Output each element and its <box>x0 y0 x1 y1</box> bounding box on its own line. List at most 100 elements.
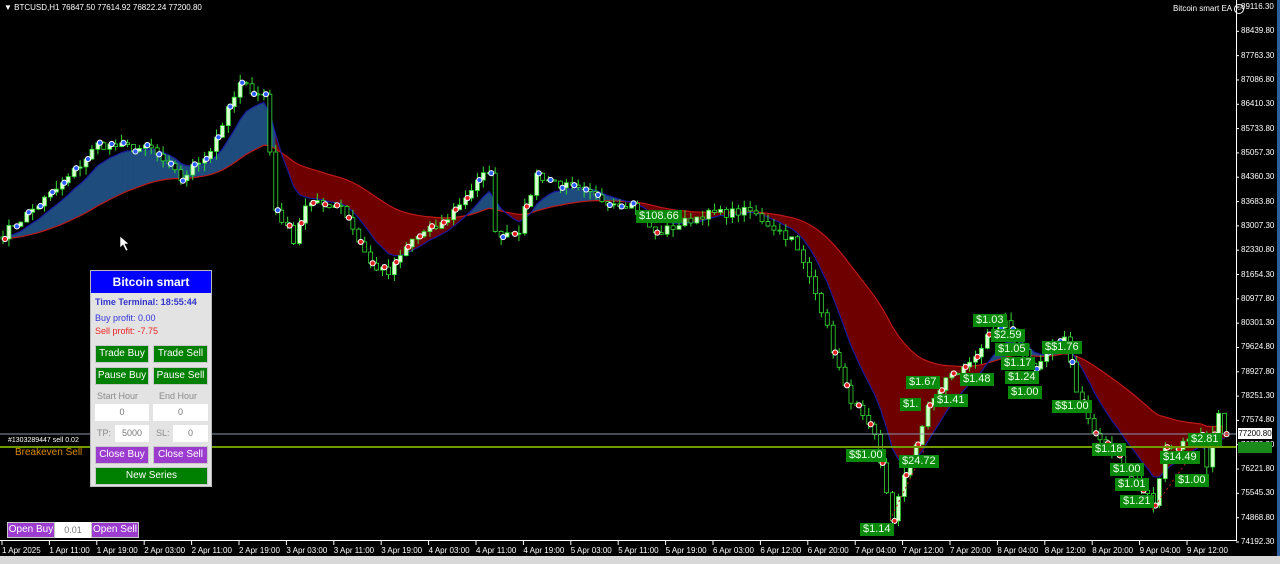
start-hour-input[interactable]: 0 <box>95 404 149 421</box>
candle <box>350 209 356 235</box>
candle <box>801 245 806 269</box>
price-tick-label: 75545.30 <box>1241 488 1275 498</box>
close-sell-button[interactable]: Close Sell <box>153 446 208 464</box>
ma-cloud-segment <box>257 101 265 149</box>
candle <box>706 208 712 227</box>
breakeven-price-tag <box>1238 442 1272 453</box>
trade-marker <box>381 264 388 271</box>
candle <box>237 74 243 104</box>
ea-indicator: Bitcoin smart EA ☺ <box>1173 4 1245 14</box>
trade-marker <box>417 233 424 240</box>
candle-body <box>1180 440 1186 450</box>
profit-label: $$1.76 <box>1042 341 1082 354</box>
candle-body <box>303 205 308 224</box>
time-tick-label: 2 Apr 03:00 <box>144 546 186 555</box>
candle-body <box>741 207 747 216</box>
end-hour-input[interactable]: 0 <box>153 404 208 421</box>
trade-marker <box>571 182 578 189</box>
candle <box>480 166 486 188</box>
candle-body <box>783 230 789 240</box>
ma-cloud-segment <box>340 177 348 208</box>
candle-body <box>397 255 403 263</box>
time-tick-label: 3 Apr 19:00 <box>381 546 423 555</box>
smiley-icon[interactable]: ☺ <box>1234 4 1245 14</box>
candle <box>919 425 925 446</box>
ma-cloud-segment <box>382 200 389 255</box>
panel-title[interactable]: Bitcoin smart <box>91 271 211 293</box>
trade-buy-button[interactable]: Trade Buy <box>95 345 149 363</box>
pause-sell-button[interactable]: Pause Sell <box>153 367 208 385</box>
candle-body <box>1097 432 1103 441</box>
price-tick-label: 79624.80 <box>1241 342 1275 352</box>
trade-marker <box>179 177 186 184</box>
open-buy-button[interactable]: Open Buy <box>7 522 55 538</box>
profit-label: $1.18 <box>1092 443 1126 456</box>
candle-body <box>759 213 765 223</box>
horizontal-scrollbar[interactable] <box>0 556 1280 564</box>
candle-body <box>480 172 486 181</box>
close-buy-button[interactable]: Close Buy <box>95 446 149 464</box>
candle-body <box>1038 361 1044 370</box>
lot-size-input[interactable]: 0.01 <box>55 522 91 538</box>
ma-cloud-segment <box>311 168 318 200</box>
trade-marker <box>464 194 471 202</box>
candle <box>836 348 842 371</box>
candle-body <box>492 172 498 232</box>
candle-body <box>291 225 296 244</box>
candle-body <box>350 217 356 230</box>
trade-marker <box>167 160 175 167</box>
ma-cloud-segment <box>145 148 152 185</box>
candle-body <box>540 172 546 181</box>
trade-marker <box>583 186 590 193</box>
candle <box>220 122 225 138</box>
trade-marker <box>1093 430 1100 437</box>
candle-body <box>848 384 854 404</box>
trade-marker <box>452 206 459 213</box>
time-tick-label: 5 Apr 19:00 <box>665 546 707 555</box>
time-tick-label: 4 Apr 19:00 <box>523 546 565 555</box>
trade-marker <box>310 199 317 207</box>
candle <box>89 145 95 161</box>
trade-marker <box>144 142 151 149</box>
trade-sell-button[interactable]: Trade Sell <box>153 345 208 363</box>
candle-body <box>101 142 107 150</box>
ma-cloud-segment <box>305 166 312 199</box>
ma-cloud-segment <box>1087 361 1095 392</box>
candle <box>6 219 12 247</box>
price-tick-label: 86410.30 <box>1241 99 1275 109</box>
ma-cloud-segment <box>79 177 87 217</box>
price-tick-label: 88439.80 <box>1241 26 1275 36</box>
candle-body <box>872 423 878 435</box>
candle <box>747 201 753 219</box>
candle-body <box>765 221 771 227</box>
candle-body <box>1073 361 1079 393</box>
price-tick-label: 76221.80 <box>1241 464 1275 474</box>
open-sell-button[interactable]: Open Sell <box>91 522 139 538</box>
profit-label: $1.67 <box>906 376 940 389</box>
profit-label: $1.05 <box>995 343 1029 356</box>
tp-label: TP: <box>97 428 112 438</box>
collapse-triangle-icon[interactable]: ▼ <box>4 3 12 12</box>
profit-label: $1.03 <box>973 314 1007 327</box>
candle <box>670 222 676 237</box>
ma-cloud-segment <box>328 174 336 203</box>
candle <box>783 224 789 247</box>
ma-cloud-segment <box>334 175 342 204</box>
candle-body <box>534 172 540 196</box>
trade-marker <box>120 139 127 146</box>
tp-input[interactable]: 5000 <box>115 425 149 442</box>
candle-body <box>231 96 237 108</box>
sl-input[interactable]: 0 <box>173 425 208 442</box>
trade-marker <box>511 230 519 237</box>
candle-body <box>884 462 889 494</box>
candle-body <box>801 249 806 263</box>
new-series-button[interactable]: New Series <box>95 467 208 485</box>
trade-marker <box>440 219 447 226</box>
ma-cloud-segment <box>109 154 116 200</box>
pause-buy-button[interactable]: Pause Buy <box>95 367 149 385</box>
candle-body <box>795 236 801 251</box>
time-tick-label: 1 Apr 19:00 <box>96 546 138 555</box>
candle <box>818 291 824 318</box>
time-tick-label: 7 Apr 04:00 <box>855 546 897 555</box>
